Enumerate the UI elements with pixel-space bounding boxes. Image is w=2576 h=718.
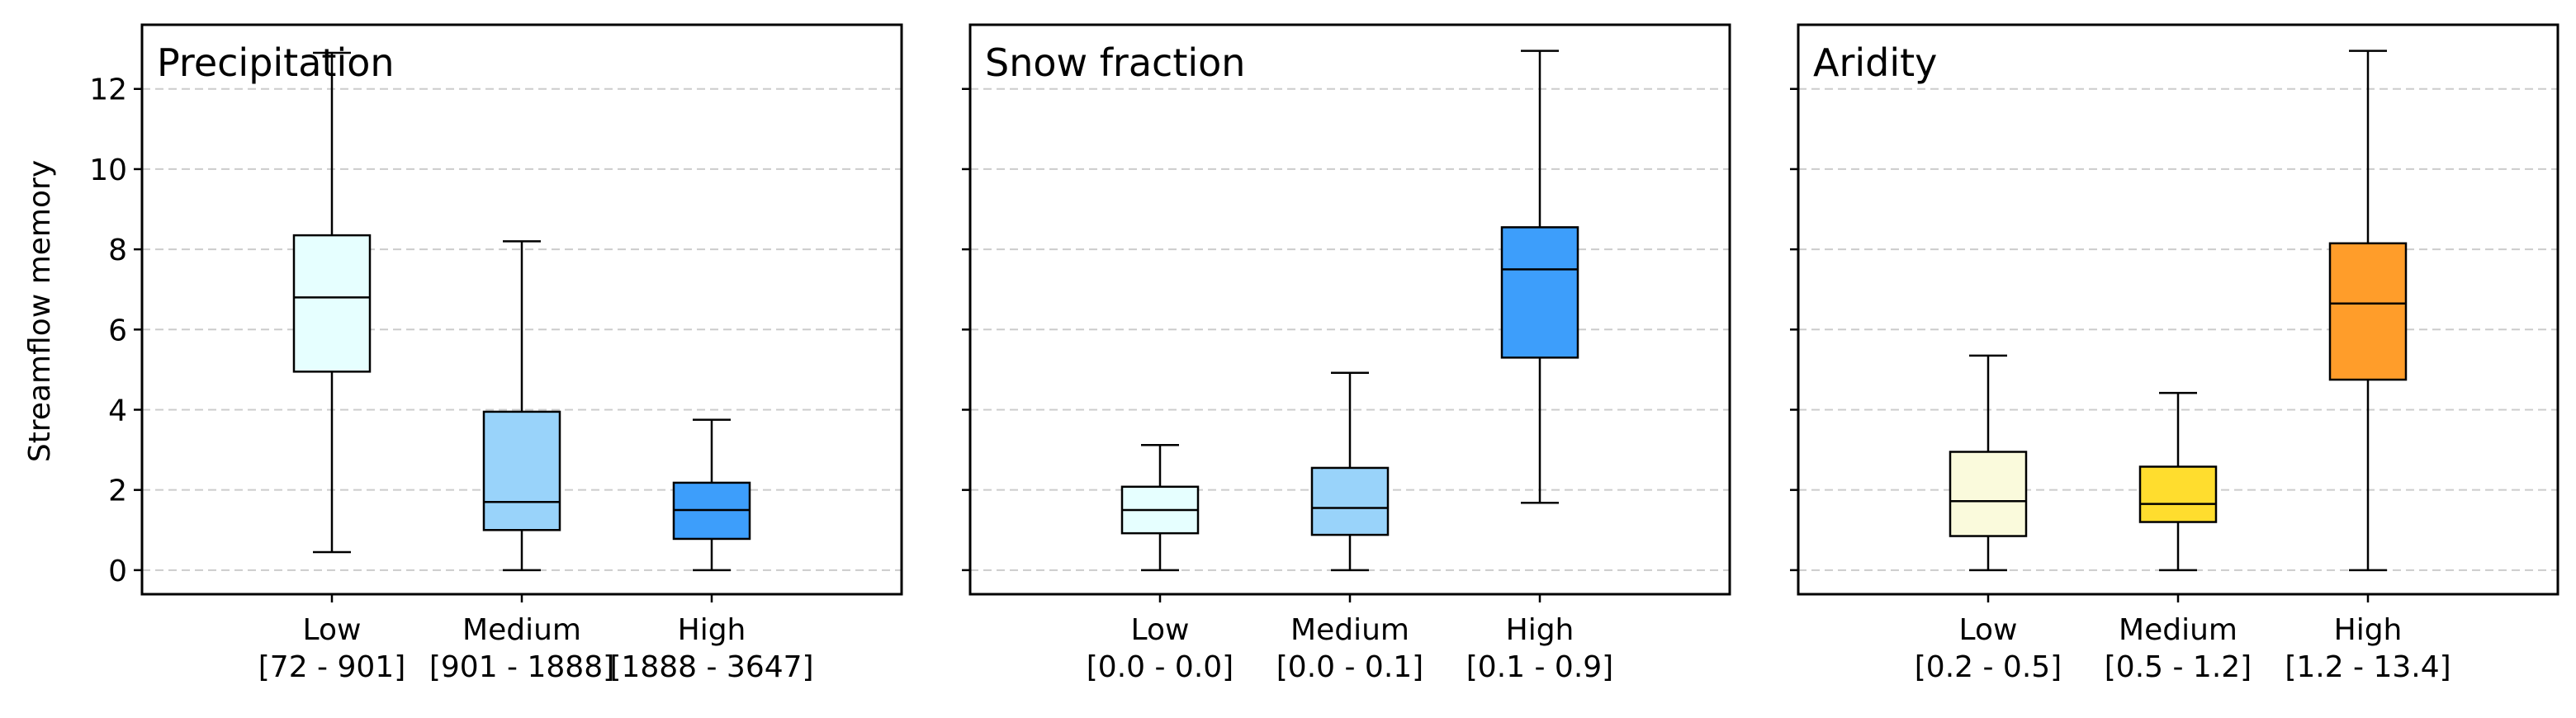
x-tick-label-1: Medium — [462, 613, 581, 647]
panel-frame — [140, 23, 903, 596]
box-1 — [2138, 391, 2218, 572]
box-2 — [1500, 50, 1579, 504]
x-tick-range-0: [0.0 - 0.0] — [1087, 650, 1234, 684]
box-0 — [1949, 354, 2028, 572]
x-tick-range-2: [1.2 - 13.4] — [2285, 650, 2451, 684]
x-tick-label-0: Low — [303, 613, 362, 647]
panel-0: 0 2 4 6 8 10 12 Low[72 - 901] Medium[901 - 1888]… — [89, 23, 903, 684]
x-tick-label-2: High — [2334, 613, 2403, 647]
x-tick-range-2: [0.1 - 0.9] — [1466, 650, 1613, 684]
box-2 — [672, 418, 751, 572]
x-tick-range-0: [72 - 901] — [258, 650, 406, 684]
y-tick-label-5: 10 — [89, 154, 127, 187]
iqr-box — [292, 234, 372, 373]
panel-1: Low[0.0 - 0.0] Medium[0.0 - 0.1] High[0.1 … — [962, 23, 1731, 684]
iqr-box — [2328, 242, 2408, 381]
x-tick-range-2: [1888 - 3647] — [609, 650, 813, 684]
x-tick-label-1: Medium — [2119, 613, 2237, 647]
x-tick-label-0: Low — [1959, 613, 2018, 647]
x-tick-range-1: [0.5 - 1.2] — [2105, 650, 2252, 684]
panel-frame — [968, 23, 1731, 596]
x-tick-range-1: [901 - 1888] — [429, 650, 614, 684]
iqr-box — [1310, 466, 1390, 536]
iqr-box — [1500, 226, 1579, 359]
panel-2: Low[0.2 - 0.5] Medium[0.5 - 1.2] High[1.2 … — [1790, 23, 2559, 684]
panel-title: Snow fraction — [985, 40, 1245, 85]
box-1 — [1310, 371, 1390, 572]
x-tick-range-1: [0.0 - 0.1] — [1276, 650, 1423, 684]
box-1 — [482, 240, 561, 572]
y-tick-label-2: 4 — [108, 394, 127, 427]
box-0 — [292, 51, 372, 554]
iqr-box — [1949, 451, 2028, 537]
box-0 — [1120, 443, 1200, 572]
panel-frame — [1797, 23, 2559, 596]
panel-title: Aridity — [1813, 40, 1937, 85]
y-tick-label-1: 2 — [108, 475, 127, 508]
x-tick-label-1: Medium — [1290, 613, 1409, 647]
iqr-box — [482, 410, 561, 531]
x-tick-label-0: Low — [1131, 613, 1190, 647]
y-axis-label: Streamflow memory — [23, 160, 57, 462]
y-tick-label-4: 8 — [108, 234, 127, 267]
y-tick-label-0: 0 — [108, 555, 127, 588]
iqr-box — [2138, 465, 2218, 523]
y-tick-label-6: 12 — [89, 73, 127, 107]
x-tick-range-0: [0.2 - 0.5] — [1915, 650, 2062, 684]
box-2 — [2328, 50, 2408, 572]
panel-title: Precipitation — [157, 40, 395, 85]
x-tick-label-2: High — [678, 613, 746, 647]
x-tick-label-2: High — [1506, 613, 1574, 647]
y-tick-label-3: 6 — [108, 314, 127, 347]
